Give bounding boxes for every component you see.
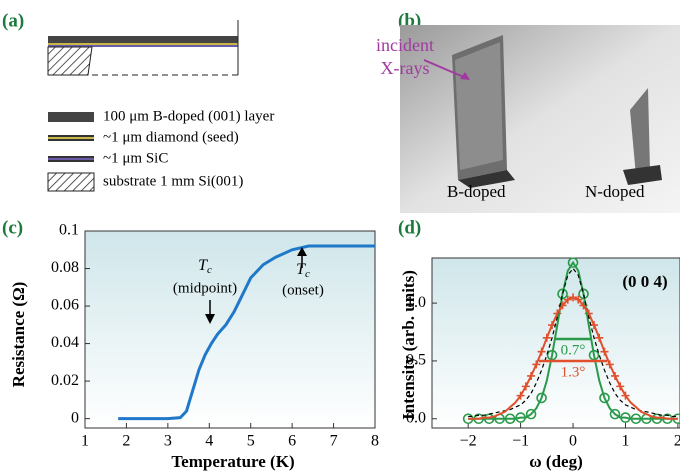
arrow [205,314,215,324]
x-tick-label: 4 [205,433,213,450]
y-tick-label: 0.04 [51,334,79,351]
y-tick-label: 0.0 [406,409,426,426]
y-axis-label: Intensity (arb. units) [399,270,418,420]
legend-swatch [47,172,95,192]
x-tick-label: 2 [674,433,680,450]
annotation-label: (onset) [282,282,324,298]
sample-label: N-doped [585,182,645,201]
data-point [536,392,547,404]
arrow-label: incident [376,35,434,55]
plot-area [84,230,376,429]
panel-label: (a) [2,10,24,31]
annotation-symbol: T [296,261,306,278]
y-tick-label: 0.08 [51,259,79,276]
plot-area [431,257,680,429]
photo [400,25,680,213]
legend-label: ~1 μm SiC [103,150,168,166]
x-tick-label: 8 [371,433,379,450]
annotation-subscript: c [207,264,212,276]
legend-swatch [48,137,94,139]
annotation-symbol: Tc [198,257,212,276]
panel-label: (c) [2,217,23,238]
arrow [297,247,307,256]
legend-label: ~1 μm diamond (seed) [103,129,239,145]
x-tick-label: −2 [460,433,477,450]
data-point [599,392,610,404]
x-tick-label: 5 [247,433,255,450]
x-tick-label: −1 [512,433,529,450]
fit-line [468,267,678,418]
x-tick-label: 7 [330,433,338,450]
y-tick-label: 0.06 [51,297,79,314]
sample-label: B-doped [447,182,506,201]
legend-label: 100 μm B-doped (001) layer [103,108,274,124]
legend-swatch [48,158,94,160]
y-axis-label: Resistance (Ω) [9,282,28,388]
annotation-symbol: Tc [296,261,310,280]
panel-label: (d) [398,217,421,238]
x-tick-label: 1 [81,433,89,450]
schematic [47,20,239,76]
data-point [609,408,621,420]
fit-line [468,260,678,420]
x-tick-label: 2 [122,433,130,450]
y-tick-label: 0.1 [59,222,79,239]
annotation-subscript: c [305,268,310,280]
x-tick-label: 1 [621,433,629,450]
x-tick-label: 6 [288,433,296,450]
reflection-label: (0 0 4) [622,272,667,291]
x-tick-label: 3 [164,433,172,450]
legend-swatch [48,112,94,122]
x-tick-label: 0 [569,433,577,450]
x-axis-label: ω (deg) [529,452,583,471]
width-label: 0.7° [561,342,586,358]
y-tick-label: 0.02 [51,372,79,389]
y-tick-label: 0.5 [406,352,426,369]
data-point [567,257,579,268]
fit-line [468,296,678,420]
x-axis-label: Temperature (K) [171,452,294,471]
annotation-symbol: T [198,257,208,274]
width-label: 1.3° [561,364,586,380]
y-tick-label: 0 [71,409,79,426]
y-tick-label: 1.0 [406,294,426,311]
legend-label: substrate 1 mm Si(001) [103,173,243,189]
data-line [118,244,375,421]
annotation-label: (midpoint) [173,280,237,296]
data-point [525,408,537,420]
arrow-label: X-rays [381,58,430,78]
